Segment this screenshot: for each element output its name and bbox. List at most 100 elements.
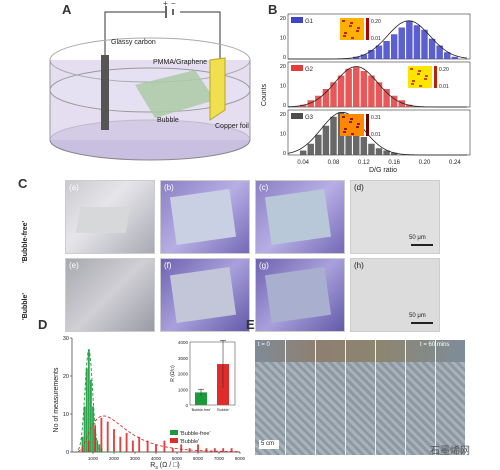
- b-bar-G2-0: [299, 104, 307, 107]
- graphene-sheet: [135, 70, 215, 118]
- b-bar-G1-1: [360, 54, 368, 59]
- d-inset-ylabel: R (Ω/□): [170, 365, 176, 382]
- b-legend-label-G3: G3: [305, 115, 314, 121]
- d-bar-1-11: [155, 444, 157, 452]
- c-sub-e: (e): [69, 261, 79, 270]
- d-xtick-2: 3000: [130, 456, 141, 461]
- b-legend-swatch-G1: [291, 17, 303, 23]
- d-bar-1-7: [125, 433, 128, 452]
- b-bar-G1-13: [451, 56, 459, 59]
- b-inset-map-G1: [340, 18, 364, 40]
- d-bar-1-6: [119, 436, 122, 452]
- d-xtick-3: 4000: [151, 456, 162, 461]
- b-xlabel: D/G ratio: [369, 167, 397, 174]
- b-bar-G3-7: [353, 128, 360, 155]
- b-bar-G2-3: [322, 89, 330, 107]
- b-inset-speck-G2-1: [417, 73, 420, 75]
- b-bar-G2-7: [353, 66, 360, 107]
- b-bar-G3-6: [345, 119, 352, 155]
- b-inset-speck-G2-5: [425, 75, 428, 77]
- b-bar-G3-2: [315, 134, 322, 155]
- d-bar-1-17: [205, 448, 208, 452]
- d-bar-0-1: [83, 406, 86, 452]
- d-bar-1-1: [87, 440, 90, 452]
- b-bar-G1-4: [383, 41, 390, 59]
- d-bar-1-9: [138, 436, 141, 452]
- d-bar-1-3: [100, 417, 103, 452]
- b-bar-G3-4: [330, 116, 337, 155]
- c-photo-h: (h) 50 μm: [350, 258, 440, 332]
- b-inset-speck-G1-3: [343, 35, 346, 37]
- d-ytick-3: 30: [63, 336, 69, 342]
- d-inset-ytick-1: 3000: [178, 356, 189, 361]
- b-xtick-3: 0.16: [388, 160, 400, 166]
- b-ytick-G3-2: 0: [283, 151, 286, 157]
- d-bar-1-2: [94, 425, 97, 452]
- panel-b-letter: B: [268, 2, 278, 17]
- d-inset-cat-0: 'Bubble-free': [191, 408, 211, 412]
- b-bar-G2-1: [307, 100, 314, 107]
- b-bar-G1-5: [390, 34, 398, 59]
- b-inset-speck-G3-3: [343, 131, 346, 133]
- b-fit-G3: [287, 111, 467, 156]
- c-photo-c: (c): [255, 180, 345, 254]
- b-inset-map-G3: [340, 114, 364, 136]
- b-ytick-G2-0: 20: [280, 64, 286, 70]
- d-xtick-6: 7000: [214, 456, 225, 461]
- e-photo-strip: t = 0 t = 60 mins 5 cm: [255, 340, 465, 455]
- b-bar-G2-6: [345, 68, 352, 107]
- d-ylabel: No of measurements: [53, 367, 60, 432]
- panel-e-letter: E: [246, 317, 255, 332]
- d-bar-0-2: [85, 368, 88, 452]
- panel-b-histogram: Counts D/G ratio G1 20 10 0 0.20 0.01 G2 20 10 0 0…: [261, 13, 471, 174]
- b-inset-speck-G3-6: [344, 128, 347, 130]
- c-sub-c: (c): [259, 183, 269, 192]
- b-bar-G2-14: [406, 104, 413, 107]
- b-bar-G2-12: [390, 95, 398, 107]
- b-bar-G3-9: [368, 143, 375, 155]
- c-photo-d: (d) 50 μm: [350, 180, 440, 254]
- b-bar-G1-9: [421, 29, 428, 59]
- c-sub-g: (g): [259, 261, 269, 270]
- b-inset-speck-G1-2: [356, 30, 359, 32]
- b-inset-colorbar-G2: [434, 66, 437, 88]
- c-sub-d: (d): [354, 183, 364, 192]
- b-bar-G2-13: [398, 100, 405, 107]
- b-inset-max-G2: 0.20: [439, 67, 449, 73]
- b-ytick-G2-2: 0: [283, 103, 286, 109]
- d-xtick-0: 1000: [88, 456, 99, 461]
- d-bar-0-3: [87, 349, 90, 452]
- d-xtick-5: 6000: [193, 456, 204, 461]
- b-inset-max-G1: 0.20: [371, 19, 381, 25]
- b-inset-max-G3: 0.31: [371, 115, 381, 121]
- b-bar-G1-6: [398, 27, 405, 59]
- c-photo-f: (f): [160, 258, 250, 332]
- b-inset-speck-G3-1: [349, 121, 352, 123]
- d-ytick-2: 20: [63, 374, 69, 380]
- d-bar-0-5: [92, 406, 94, 452]
- panel-a-schematic: + − Glassy carbon PMMA/Graphene Bubble C…: [49, 0, 251, 161]
- b-bar-G2-4: [330, 82, 337, 107]
- b-xtick-2: 0.12: [358, 160, 370, 166]
- b-bar-G1-10: [428, 38, 436, 59]
- b-bar-G2-9: [368, 75, 375, 107]
- b-ytick-G2-1: 10: [280, 84, 286, 90]
- b-inset-speck-G3-4: [350, 118, 353, 120]
- c-sub-a: (a): [69, 183, 79, 192]
- d-bar-1-20: [230, 448, 233, 452]
- b-inset-speck-G1-6: [344, 32, 347, 34]
- d-xlabel: Rs (Ω / □): [150, 462, 179, 470]
- b-inset-speck-G1-0: [342, 20, 345, 22]
- d-inset-cat-1: 'Bubble': [217, 408, 230, 412]
- d-legend-swatch-free: [170, 430, 178, 435]
- d-bar-1-10: [146, 440, 149, 452]
- d-bar-1-5: [113, 429, 115, 452]
- panel-d-histogram: No of measurements Rs (Ω / □) 0 10 20 30 100…: [53, 336, 245, 470]
- d-bar-1-13: [171, 448, 174, 452]
- b-inset-speck-G1-7: [351, 37, 354, 39]
- b-bar-G1-12: [444, 52, 451, 59]
- b-ylabel: Counts: [261, 83, 268, 106]
- d-ytick-0: 0: [66, 450, 69, 456]
- b-inset-speck-G3-0: [342, 116, 345, 118]
- b-inset-min-G1: 0.01: [371, 36, 381, 42]
